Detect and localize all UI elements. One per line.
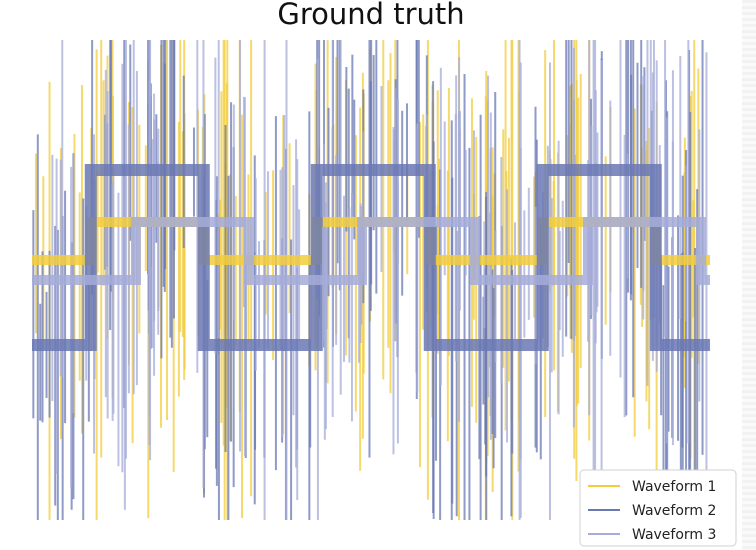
chart-title: Ground truth xyxy=(277,0,464,31)
legend-label-1: Waveform 1 xyxy=(632,479,716,495)
series-3-noise xyxy=(51,40,708,520)
series-line-2 xyxy=(32,164,710,351)
legend-box xyxy=(579,469,737,547)
plot-area xyxy=(32,40,710,520)
legend-label-2: Waveform 2 xyxy=(632,503,716,519)
legend-label-3: Waveform 3 xyxy=(632,527,716,543)
legend: Waveform 1 Waveform 2 Waveform 3 xyxy=(579,469,737,547)
series-line-3 xyxy=(32,217,710,285)
window-edge-strip xyxy=(742,0,756,550)
